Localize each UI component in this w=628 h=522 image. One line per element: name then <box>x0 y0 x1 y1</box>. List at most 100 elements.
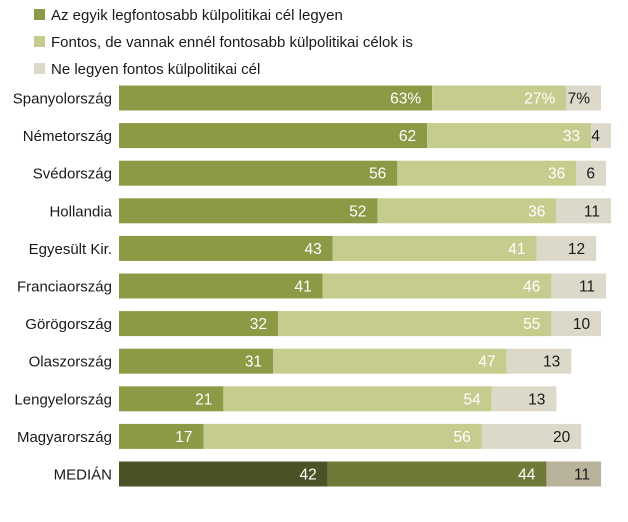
bar-segment-0 <box>119 85 433 111</box>
bar-segment-1 <box>278 311 552 337</box>
value-label-0: 41 <box>295 279 312 296</box>
value-label-2: 12 <box>568 241 585 258</box>
value-label-1: 33 <box>563 128 580 145</box>
category-label: Olaszország <box>29 354 112 371</box>
bar-segment-0 <box>119 273 323 299</box>
value-label-1: 55 <box>523 316 540 333</box>
legend-item-1: Fontos, de vannak ennél fontosabb külpol… <box>34 34 413 51</box>
value-label-0: 52 <box>349 203 366 220</box>
value-label-0: 31 <box>245 354 262 371</box>
value-label-0: 17 <box>175 429 192 446</box>
chart-rows: Spanyolország 63% 27% 7% Németország 62 33 4 Své… <box>13 85 612 487</box>
value-label-0: 32 <box>250 316 267 333</box>
legend-item-0: Az egyik legfontosabb külpolitikai cél l… <box>34 7 343 24</box>
bar-segment-1 <box>377 198 557 224</box>
value-label-1: 36 <box>528 203 545 220</box>
category-row: Németország 62 33 4 <box>23 123 612 149</box>
category-label: Németország <box>23 128 112 145</box>
bar-segment-2 <box>536 235 597 261</box>
median-row: MEDIÁN 42 44 11 <box>54 461 602 487</box>
bar-segment-2 <box>506 348 572 374</box>
legend-swatch-2 <box>34 63 45 74</box>
bar-segment-1 <box>427 123 592 149</box>
bar-segment-0 <box>119 423 204 449</box>
bar-segment-2 <box>546 461 602 487</box>
value-label-2: 7% <box>568 91 591 108</box>
value-label-2: 4 <box>591 128 600 145</box>
bar-segment-1 <box>322 273 552 299</box>
value-label-2: 20 <box>553 429 571 446</box>
bar-segment-2 <box>481 423 582 449</box>
bar-segment-2 <box>491 386 557 412</box>
bar-segment-1 <box>223 386 492 412</box>
value-label-2: 11 <box>579 279 595 296</box>
value-label-2: 13 <box>528 391 545 408</box>
category-row: Magyarország 17 56 20 <box>17 423 582 449</box>
value-label-1: 44 <box>518 467 536 484</box>
value-label-1: 47 <box>478 354 495 371</box>
value-label-0: 63% <box>390 91 421 108</box>
value-label-1: 54 <box>464 391 482 408</box>
value-label-1: 46 <box>523 279 540 296</box>
value-label-0: 21 <box>195 391 212 408</box>
bar-segment-2 <box>576 160 607 186</box>
value-label-2: 11 <box>574 467 590 484</box>
category-row: Görögország 32 55 10 <box>25 311 602 337</box>
legend-label-0: Az egyik legfontosabb külpolitikai cél l… <box>51 7 343 24</box>
bar-segment-2 <box>566 85 602 111</box>
legend: Az egyik legfontosabb külpolitikai cél l… <box>34 7 413 78</box>
bar-segment-2 <box>551 311 602 337</box>
bar-segment-1 <box>203 423 482 449</box>
legend-item-2: Ne legyen fontos külpolitikai cél <box>34 61 260 78</box>
bar-segment-1 <box>273 348 507 374</box>
legend-swatch-1 <box>34 36 45 47</box>
category-row: Egyesült Kir. 43 41 12 <box>29 235 597 261</box>
median-label: MEDIÁN <box>54 467 112 484</box>
category-label: Magyarország <box>17 429 112 446</box>
bar-segment-0 <box>119 348 274 374</box>
bar-segment-1 <box>327 461 547 487</box>
category-row: Olaszország 31 47 13 <box>29 348 572 374</box>
bar-segment-0 <box>119 311 279 337</box>
category-label: Franciaország <box>17 279 112 296</box>
category-row: Svédország 56 36 6 <box>33 160 607 186</box>
bar-segment-0 <box>119 235 333 261</box>
value-label-1: 56 <box>454 429 471 446</box>
category-label: Svédország <box>33 166 112 183</box>
bar-segment-1 <box>397 160 577 186</box>
bar-segment-1 <box>432 85 567 111</box>
bar-segment-0 <box>119 386 224 412</box>
legend-label-1: Fontos, de vannak ennél fontosabb külpol… <box>51 34 413 51</box>
bar-segment-2 <box>551 273 607 299</box>
bar-segment-0 <box>119 123 428 149</box>
category-label: Spanyolország <box>13 91 112 108</box>
category-row: Hollandia 52 36 11 <box>49 198 612 224</box>
category-label: Hollandia <box>49 203 112 220</box>
category-row: Spanyolország 63% 27% 7% <box>13 85 602 111</box>
value-label-1: 36 <box>548 166 565 183</box>
category-row: Lengyelország 21 54 13 <box>14 386 557 412</box>
value-label-2: 6 <box>586 166 595 183</box>
bar-segment-2 <box>556 198 612 224</box>
bar-segment-0 <box>119 198 378 224</box>
bar-segment-0 <box>119 160 398 186</box>
bar-segment-2 <box>591 123 612 149</box>
value-label-0: 42 <box>299 467 316 484</box>
value-label-1: 27% <box>524 91 555 108</box>
value-label-0: 43 <box>304 241 321 258</box>
legend-swatch-0 <box>34 9 45 20</box>
category-label: Egyesült Kir. <box>29 241 112 258</box>
category-label: Görögország <box>25 316 112 333</box>
value-label-2: 13 <box>543 354 560 371</box>
bar-segment-1 <box>332 235 537 261</box>
bar-segment-0 <box>119 461 328 487</box>
value-label-2: 11 <box>584 203 600 220</box>
value-label-2: 10 <box>573 316 591 333</box>
category-label: Lengyelország <box>14 391 112 408</box>
category-row: Franciaország 41 46 11 <box>17 273 607 299</box>
value-label-1: 41 <box>508 241 525 258</box>
value-label-0: 62 <box>399 128 416 145</box>
value-label-0: 56 <box>369 166 386 183</box>
legend-label-2: Ne legyen fontos külpolitikai cél <box>51 61 260 78</box>
